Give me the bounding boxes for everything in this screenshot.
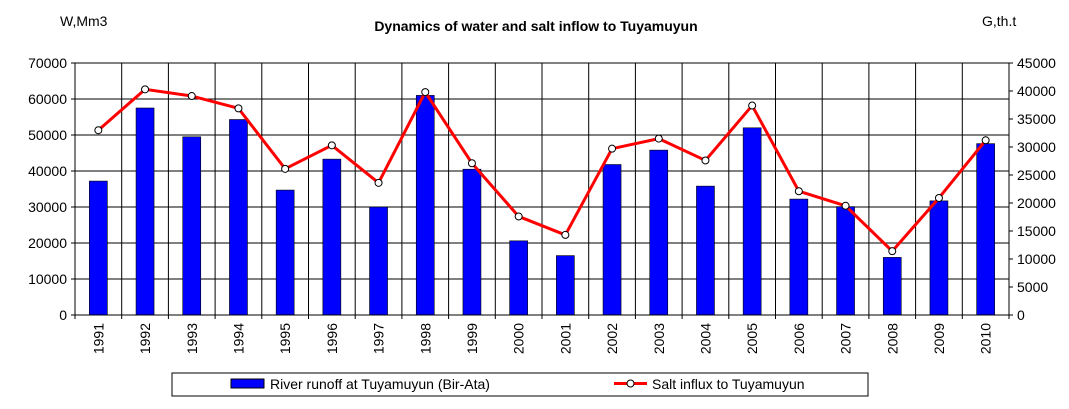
point-2005: [748, 101, 757, 110]
bar-1999: [462, 168, 482, 316]
left-tick-label: 50000: [28, 127, 67, 143]
legend-bar-swatch: [230, 378, 265, 389]
left-tick-label: 30000: [28, 199, 67, 215]
right-tick-label: 30000: [1017, 139, 1056, 155]
bar-2006: [789, 198, 809, 316]
x-tick-label-1997: 1997: [371, 323, 387, 354]
x-tick-label-1998: 1998: [417, 323, 433, 354]
point-1991: [94, 126, 103, 135]
point-2001: [561, 230, 570, 239]
legend-bar-label: River runoff at Tuyamuyun (Bir-Ata): [270, 376, 490, 392]
bar-2000: [509, 240, 528, 316]
legend-box: [171, 372, 869, 397]
x-tick-label-2009: 2009: [931, 323, 947, 354]
left-axis-label: W,Mm3: [60, 13, 108, 29]
point-2006: [794, 187, 803, 196]
bar-2002: [602, 164, 622, 316]
right-tick-labels: 0 5000 10000 15000 20000 25000 30000 35000 40000…: [1017, 55, 1056, 323]
right-tick-label: 0: [1017, 307, 1025, 323]
left-tick-labels: 0 10000 20000 30000 40000 50000 60000 70000: [28, 55, 67, 323]
point-2008: [888, 247, 897, 256]
bar-1998: [415, 95, 435, 316]
x-tick-labels: 1991 1992 1993 1994 1995 1996 1997 1998 1999 2000…: [90, 323, 993, 354]
point-1998: [421, 88, 430, 97]
point-2009: [934, 193, 943, 202]
right-tick-label: 10000: [1017, 251, 1056, 267]
right-tick-label: 20000: [1017, 195, 1056, 211]
legend-line-marker: [626, 379, 635, 388]
bar-1991: [89, 180, 108, 316]
right-tick-label: 25000: [1017, 167, 1056, 183]
x-tick-label-1999: 1999: [464, 323, 480, 354]
x-tick-label-2001: 2001: [557, 323, 573, 354]
point-2004: [701, 156, 710, 165]
point-2000: [514, 212, 523, 221]
right-tick-label: 45000: [1017, 55, 1056, 71]
x-tick-label-1995: 1995: [277, 323, 293, 354]
bar-series-river-runoff: [89, 95, 995, 316]
x-tick-label-1996: 1996: [324, 323, 340, 354]
bar-2008: [882, 257, 902, 316]
right-tick-label: 5000: [1017, 279, 1048, 295]
right-tick-label: 40000: [1017, 83, 1056, 99]
legend-line-label: Salt influx to Tuyamuyun: [652, 376, 805, 392]
point-2003: [654, 134, 663, 143]
x-tick-label-2005: 2005: [744, 323, 760, 354]
x-tick-label-2007: 2007: [838, 323, 854, 354]
bar-1992: [135, 107, 155, 316]
point-2007: [841, 201, 850, 210]
bar-2005: [742, 127, 762, 316]
point-2002: [608, 144, 617, 153]
left-tick-label: 0: [59, 307, 67, 323]
bar-1995: [275, 189, 295, 316]
legend: River runoff at Tuyamuyun (Bir-Ata) Salt…: [171, 372, 869, 397]
bar-2003: [649, 149, 669, 316]
left-tick-label: 10000: [28, 271, 67, 287]
bar-2010: [976, 143, 995, 316]
left-tick-label: 40000: [28, 163, 67, 179]
x-tick-label-2010: 2010: [978, 323, 994, 354]
right-tick-label: 15000: [1017, 223, 1056, 239]
bar-1994: [229, 119, 248, 316]
point-1993: [187, 92, 196, 101]
left-tick-label: 60000: [28, 91, 67, 107]
chart-title: Dynamics of water and salt inflow to Tuy…: [374, 18, 697, 34]
point-1999: [467, 159, 476, 168]
x-tick-label-1991: 1991: [90, 323, 106, 354]
point-1994: [234, 104, 243, 113]
bar-2004: [696, 185, 715, 316]
bar-2007: [836, 206, 855, 316]
salt-influx-line: [97, 87, 987, 253]
bar-1997: [369, 206, 388, 316]
right-axis-label: G,th.t: [982, 13, 1016, 29]
x-tick-label-2003: 2003: [651, 323, 667, 354]
bar-2009: [929, 200, 949, 316]
x-tick-label-2006: 2006: [791, 323, 807, 354]
point-1992: [141, 85, 150, 94]
x-tick-label-1993: 1993: [184, 323, 200, 354]
x-tick-label-2004: 2004: [697, 323, 713, 354]
x-tick-label-2000: 2000: [511, 323, 527, 354]
x-tick-label-2002: 2002: [604, 323, 620, 354]
x-tick-label-1994: 1994: [230, 323, 246, 354]
point-2010: [981, 136, 990, 145]
left-tick-label: 70000: [28, 55, 67, 71]
line-series-salt-influx: [94, 85, 990, 256]
right-tick-label: 35000: [1017, 111, 1056, 127]
x-tick-label-1992: 1992: [137, 323, 153, 354]
bar-1993: [182, 136, 202, 316]
point-1995: [281, 164, 290, 173]
left-tick-label: 20000: [28, 235, 67, 251]
bar-1996: [322, 158, 342, 316]
axes: [71, 62, 1013, 319]
point-1997: [374, 178, 383, 187]
x-tick-label-2008: 2008: [884, 323, 900, 354]
bar-2001: [556, 255, 575, 316]
point-1996: [327, 141, 336, 150]
